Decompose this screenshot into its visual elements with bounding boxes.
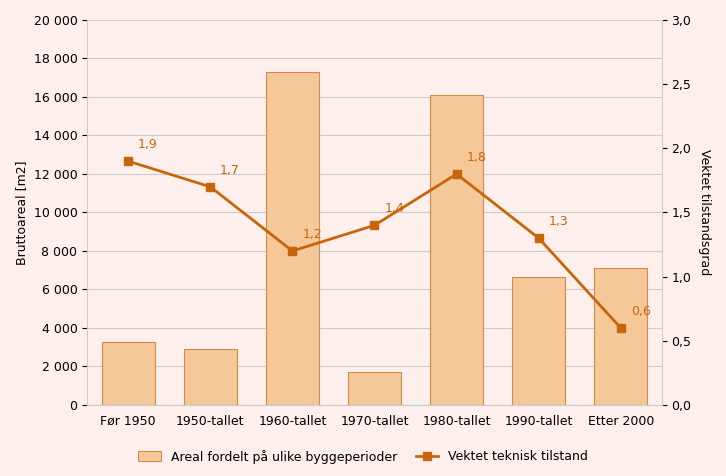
Text: 1,3: 1,3 bbox=[549, 215, 568, 228]
Text: 1,2: 1,2 bbox=[302, 228, 322, 241]
Bar bbox=[102, 342, 155, 405]
Bar bbox=[266, 72, 319, 405]
Text: 1,8: 1,8 bbox=[466, 151, 486, 164]
Bar bbox=[430, 95, 484, 405]
Bar bbox=[594, 268, 648, 405]
Bar bbox=[512, 277, 566, 405]
Text: 1,4: 1,4 bbox=[384, 202, 404, 215]
Text: 0,6: 0,6 bbox=[631, 305, 650, 317]
Bar bbox=[184, 349, 237, 405]
Bar bbox=[348, 372, 401, 405]
Legend: Areal fordelt på ulike byggeperioder, Vektet teknisk tilstand: Areal fordelt på ulike byggeperioder, Ve… bbox=[132, 443, 594, 470]
Y-axis label: Bruttoareal [m2]: Bruttoareal [m2] bbox=[15, 160, 28, 265]
Y-axis label: Vektet tilstandsgrad: Vektet tilstandsgrad bbox=[698, 149, 711, 276]
Text: 1,9: 1,9 bbox=[138, 138, 158, 151]
Text: 1,7: 1,7 bbox=[220, 164, 240, 177]
